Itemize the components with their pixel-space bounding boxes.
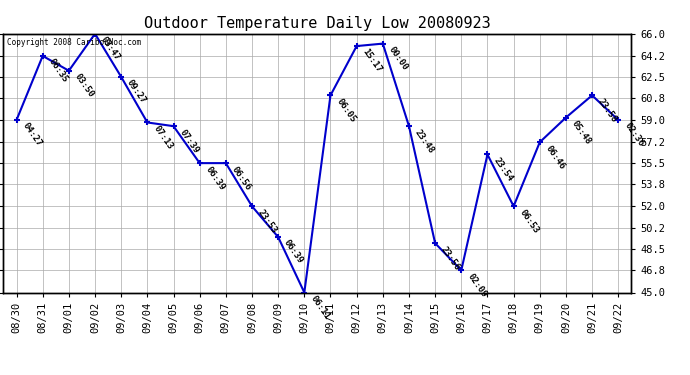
Text: 06:39: 06:39 <box>282 238 305 266</box>
Text: 09:27: 09:27 <box>126 78 148 105</box>
Text: 00:00: 00:00 <box>387 45 410 72</box>
Text: 23:56: 23:56 <box>440 244 462 272</box>
Text: 06:39: 06:39 <box>204 165 226 192</box>
Text: 06:56: 06:56 <box>230 165 253 192</box>
Text: 06:11: 06:11 <box>308 294 331 321</box>
Text: 23:54: 23:54 <box>491 156 515 183</box>
Text: 23:53: 23:53 <box>256 208 279 235</box>
Text: 07:13: 07:13 <box>152 124 175 151</box>
Text: 15:17: 15:17 <box>361 48 384 75</box>
Text: 02:09: 02:09 <box>466 272 489 299</box>
Text: 04:27: 04:27 <box>21 122 43 148</box>
Text: 23:48: 23:48 <box>413 128 436 155</box>
Text: 03:50: 03:50 <box>73 72 96 99</box>
Text: 06:46: 06:46 <box>544 144 566 171</box>
Text: 07:39: 07:39 <box>177 128 201 155</box>
Text: 06:35: 06:35 <box>47 57 70 84</box>
Text: 06:53: 06:53 <box>518 208 540 235</box>
Text: 02:36: 02:36 <box>622 122 645 148</box>
Text: 03:47: 03:47 <box>99 35 122 62</box>
Text: 06:05: 06:05 <box>335 97 357 124</box>
Text: 23:58: 23:58 <box>596 97 619 124</box>
Text: Copyright 2008 CaribouNoc.com: Copyright 2008 CaribouNoc.com <box>7 38 141 46</box>
Title: Outdoor Temperature Daily Low 20080923: Outdoor Temperature Daily Low 20080923 <box>144 16 491 31</box>
Text: 05:48: 05:48 <box>570 119 593 146</box>
